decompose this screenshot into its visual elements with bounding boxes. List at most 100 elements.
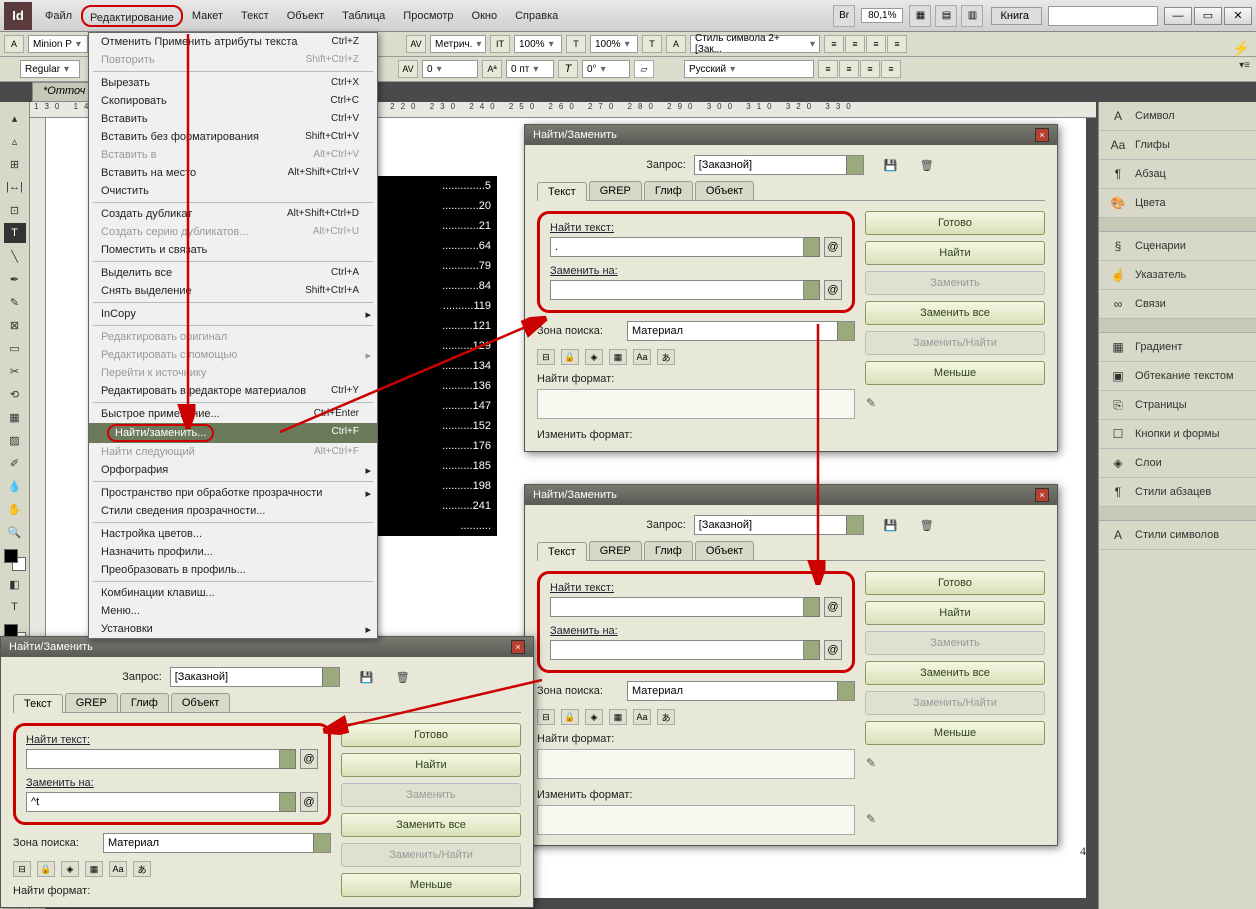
quick-apply-icon[interactable]: ⚡: [1233, 40, 1250, 57]
zoom-level[interactable]: 80,1%: [861, 8, 903, 23]
panel-Страницы[interactable]: ⎘Страницы: [1099, 391, 1256, 420]
align-justify-icon[interactable]: ≡: [887, 35, 907, 53]
panel-Символ[interactable]: AСимвол: [1099, 102, 1256, 131]
replace-input[interactable]: [550, 280, 804, 300]
query-dropdown[interactable]: [Заказной]: [170, 667, 340, 687]
skew-field[interactable]: 0°: [582, 60, 630, 78]
menu-текст[interactable]: Текст: [232, 5, 278, 27]
panel-Сценарии[interactable]: §Сценарии: [1099, 232, 1256, 261]
view-mode-icon-3[interactable]: ▥: [961, 5, 983, 27]
kerning-field[interactable]: Метрич.: [430, 35, 486, 53]
minimize-button[interactable]: —: [1164, 7, 1192, 25]
maximize-button[interactable]: ▭: [1194, 7, 1222, 25]
menu-item[interactable]: СкопироватьCtrl+C: [89, 92, 377, 110]
tab-grep[interactable]: GREP: [589, 181, 642, 200]
scale-h-field[interactable]: 100%: [514, 35, 562, 53]
menu-item[interactable]: ВырезатьCtrl+X: [89, 74, 377, 92]
save-query-icon[interactable]: 💾: [882, 156, 900, 174]
menu-item[interactable]: Быстрое применение...Ctrl+Enter: [89, 405, 377, 423]
dialog-close-icon[interactable]: ×: [1035, 128, 1049, 142]
panel-Кнопки и формы[interactable]: ☐Кнопки и формы: [1099, 420, 1256, 449]
align-right-icon[interactable]: ≡: [866, 35, 886, 53]
menu-item[interactable]: Поместить и связать: [89, 241, 377, 259]
menu-item[interactable]: Пространство при обработке прозрачности: [89, 484, 377, 502]
save-query-icon[interactable]: 💾: [882, 516, 900, 534]
transform-tool[interactable]: ⟲: [4, 384, 26, 404]
menu-item[interactable]: Найти/заменить...Ctrl+F: [89, 423, 377, 443]
direct-select-tool[interactable]: ▵: [4, 131, 26, 151]
language-field[interactable]: Русский: [684, 60, 814, 78]
align-left-icon[interactable]: ≡: [824, 35, 844, 53]
font-family-field[interactable]: Minion P: [28, 35, 88, 53]
menu-item[interactable]: Комбинации клавиш...: [89, 584, 377, 602]
find-format-box[interactable]: ✎: [537, 389, 855, 419]
tracking-field[interactable]: 0: [422, 60, 478, 78]
align-center-icon[interactable]: ≡: [845, 35, 865, 53]
tab-text[interactable]: Текст: [537, 182, 587, 201]
rectangle-tool[interactable]: ▭: [4, 338, 26, 358]
delete-query-icon[interactable]: 🗑: [918, 156, 936, 174]
menu-item[interactable]: Меню...: [89, 602, 377, 620]
menu-таблица[interactable]: Таблица: [333, 5, 394, 27]
justify-center-icon[interactable]: ≡: [839, 60, 859, 78]
delete-query-icon[interactable]: 🗑: [918, 516, 936, 534]
menu-item[interactable]: ВставитьCtrl+V: [89, 110, 377, 128]
note-tool[interactable]: ✐: [4, 453, 26, 473]
menu-item[interactable]: Выделить всеCtrl+A: [89, 264, 377, 282]
menu-item[interactable]: Стили сведения прозрачности...: [89, 502, 377, 520]
replace-input[interactable]: [26, 792, 280, 812]
apply-color-icon[interactable]: ◧: [4, 574, 26, 594]
menu-item[interactable]: Редактировать в редакторе материаловCtrl…: [89, 382, 377, 400]
format-text-icon[interactable]: T: [4, 597, 26, 617]
char-style-field[interactable]: Стиль символа 2+ [Зак...: [690, 35, 820, 53]
workspace-dropdown[interactable]: Книга: [991, 7, 1042, 25]
less-button[interactable]: Меньше: [865, 361, 1045, 385]
pencil-tool[interactable]: ✎: [4, 292, 26, 312]
help-search-input[interactable]: [1048, 6, 1158, 26]
selection-tool[interactable]: ▴: [4, 108, 26, 128]
menu-item[interactable]: Преобразовать в профиль...: [89, 561, 377, 579]
page-tool[interactable]: ⊞: [4, 154, 26, 174]
find-button[interactable]: Найти: [865, 241, 1045, 265]
menu-item[interactable]: Орфография: [89, 461, 377, 479]
menu-item[interactable]: Снять выделениеShift+Ctrl+A: [89, 282, 377, 300]
query-dropdown[interactable]: [Заказной]: [694, 515, 864, 535]
panel-Связи[interactable]: ∞Связи: [1099, 290, 1256, 319]
gradient-feather-tool[interactable]: ▨: [4, 430, 26, 450]
panel-Глифы[interactable]: AaГлифы: [1099, 131, 1256, 160]
menu-макет[interactable]: Макет: [183, 5, 232, 27]
document-tab[interactable]: *Отточ: [32, 82, 96, 102]
menu-item[interactable]: InCopy: [89, 305, 377, 323]
tab-glyph[interactable]: Глиф: [644, 181, 693, 200]
gradient-tool[interactable]: ▦: [4, 407, 26, 427]
control-menu-icon[interactable]: ▾≡: [1239, 60, 1250, 71]
menu-item[interactable]: Очистить: [89, 182, 377, 200]
panel-Цвета[interactable]: 🎨Цвета: [1099, 189, 1256, 218]
scope-dropdown[interactable]: Материал: [627, 681, 855, 701]
menu-item[interactable]: Вставить на местоAlt+Shift+Ctrl+V: [89, 164, 377, 182]
scale-v-field[interactable]: 100%: [590, 35, 638, 53]
special-char-icon[interactable]: @: [824, 237, 842, 257]
smallcaps-icon[interactable]: A: [666, 35, 686, 53]
replace-all-button[interactable]: Заменить все: [865, 301, 1045, 325]
panel-Градиент[interactable]: ▦Градиент: [1099, 333, 1256, 362]
fill-icon[interactable]: ▱: [634, 60, 654, 78]
panel-Слои[interactable]: ◈Слои: [1099, 449, 1256, 478]
view-mode-icon-2[interactable]: ▤: [935, 5, 957, 27]
close-button[interactable]: ✕: [1224, 7, 1252, 25]
menu-item[interactable]: Назначить профили...: [89, 543, 377, 561]
menu-item[interactable]: Установки: [89, 620, 377, 638]
menu-окно[interactable]: Окно: [463, 5, 507, 27]
font-style-field[interactable]: Regular: [20, 60, 80, 78]
justify-left-icon[interactable]: ≡: [818, 60, 838, 78]
char-panel-icon[interactable]: A: [4, 35, 24, 53]
line-tool[interactable]: ╲: [4, 246, 26, 266]
justify-right-icon[interactable]: ≡: [860, 60, 880, 78]
view-mode-icon-1[interactable]: ▦: [909, 5, 931, 27]
query-dropdown[interactable]: [Заказной]: [694, 155, 864, 175]
justify-full-icon[interactable]: ≡: [881, 60, 901, 78]
menu-редактирование[interactable]: Редактирование: [81, 5, 183, 27]
pen-tool[interactable]: ✒: [4, 269, 26, 289]
delete-query-icon[interactable]: 🗑: [394, 668, 412, 686]
type-tool[interactable]: T: [4, 223, 26, 243]
